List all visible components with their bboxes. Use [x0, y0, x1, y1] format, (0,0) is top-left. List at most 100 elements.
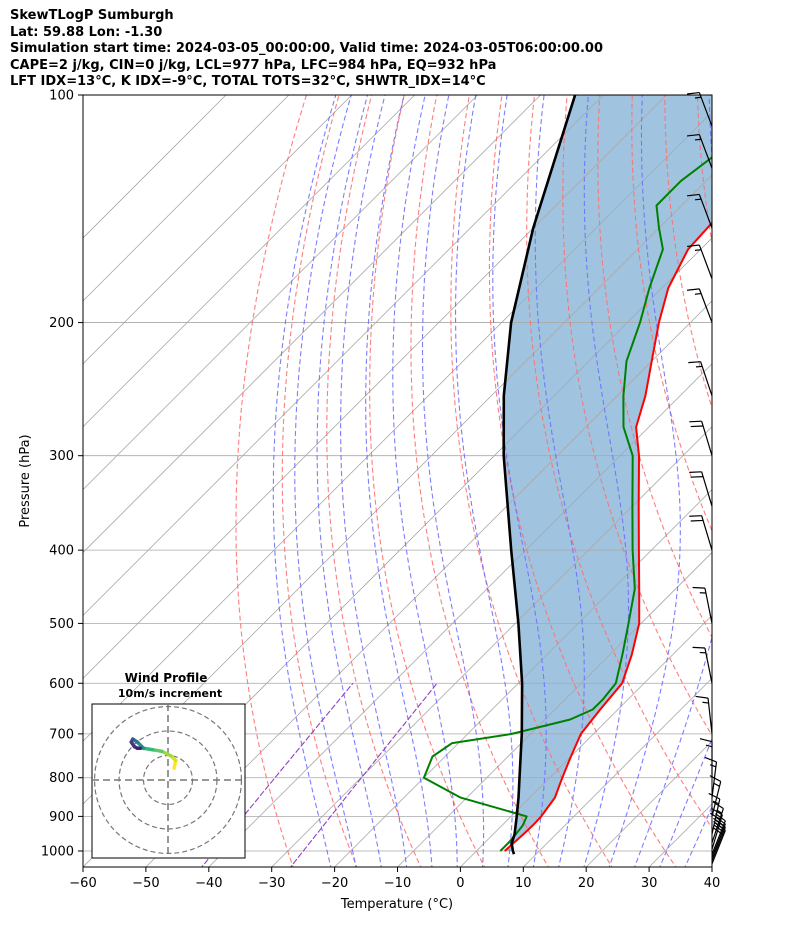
- dry-adiabat: [696, 95, 712, 246]
- wind-barb: [695, 695, 713, 734]
- mixing-ratio-lines: [201, 682, 438, 867]
- hodograph-subtitle: 10m/s increment: [118, 687, 222, 700]
- y-tick-label: 900: [49, 810, 74, 825]
- wind-barb: [687, 288, 713, 323]
- dry-adiabat: [631, 95, 712, 533]
- moist-adiabat: [659, 737, 712, 867]
- x-tick-label: −30: [258, 876, 285, 891]
- moist-adiabat: [684, 805, 712, 867]
- x-tick-label: −10: [384, 876, 411, 891]
- wind-barb: [687, 91, 713, 127]
- isotherm-line: [460, 614, 712, 867]
- chart-title: SkewTLogP Sumburgh: [10, 8, 174, 23]
- isotherm-lines: [83, 95, 712, 867]
- isotherm-line: [83, 95, 541, 554]
- isotherm-line: [83, 95, 604, 616]
- isotherm-line: [83, 95, 478, 491]
- isotherm-line: [83, 95, 353, 365]
- x-tick-label: 30: [641, 876, 658, 891]
- y-tick-label: 100: [49, 89, 74, 104]
- dry-adiabat: [761, 78, 794, 870]
- isotherm-line: [83, 95, 290, 302]
- x-tick-label: 10: [515, 876, 532, 891]
- profile-lines: [422, 95, 712, 855]
- dry-adiabat: [281, 95, 358, 867]
- moist-adiabat: [365, 95, 433, 867]
- moist-adiabat: [634, 95, 712, 867]
- moist-adiabat: [392, 95, 458, 867]
- chart-header: SkewTLogP Sumburgh Lat: 59.88 Lon: -1.30…: [10, 8, 603, 91]
- cape-line: CAPE=2 j/kg, CIN=0 j/kg, LCL=977 hPa, LF…: [10, 57, 497, 73]
- dry-adiabat-lines: [235, 78, 794, 870]
- dry-adiabat: [488, 95, 677, 867]
- y-tick-label: 200: [49, 316, 74, 331]
- y-tick-label: 700: [49, 727, 74, 742]
- x-tick-label: −50: [132, 876, 159, 891]
- dry-adiabat: [369, 95, 486, 867]
- y-axis: 1000 900 800 700 600 500 400 300 200 100: [41, 89, 83, 859]
- hodograph-inset: Wind Profile 10m/s increment: [91, 671, 246, 859]
- wind-barb: [688, 361, 713, 397]
- moist-adiabat: [294, 95, 357, 867]
- moist-adiabat: [316, 95, 382, 867]
- moist-adiabat: [340, 95, 408, 867]
- dry-adiabat: [450, 95, 613, 867]
- isotherm-line: [711, 866, 712, 867]
- y-tick-label: 300: [49, 449, 74, 464]
- y-tick-label: 500: [49, 617, 74, 632]
- parcel-line: [502, 95, 577, 855]
- isotherm-line: [523, 677, 712, 867]
- location-line: Lat: 59.88 Lon: -1.30: [10, 24, 163, 40]
- isotherm-line: [83, 95, 415, 428]
- cape-region: [503, 95, 712, 851]
- isotherm-line: [208, 363, 712, 867]
- y-tick-label: 400: [49, 544, 74, 559]
- dewpoint-line: [422, 156, 712, 852]
- y-tick-label: 1000: [41, 844, 74, 859]
- hodograph-title: Wind Profile: [125, 671, 208, 685]
- moist-adiabat: [534, 95, 585, 867]
- mixing-ratio-line: [289, 682, 438, 867]
- isotherm-line: [271, 426, 712, 867]
- cape-fill: [503, 95, 712, 851]
- isotherm-line: [83, 95, 227, 239]
- wind-barb: [687, 133, 713, 169]
- time-line: Simulation start time: 2024-03-05_00:00:…: [10, 41, 603, 57]
- indices-line: LFT IDX=13°C, K IDX=-9°C, TOTAL TOTS=32°…: [10, 74, 486, 90]
- moist-adiabat: [421, 95, 485, 867]
- wind-barb: [687, 193, 713, 229]
- dry-adiabat: [597, 95, 712, 639]
- isotherm-line: [83, 111, 712, 742]
- moist-adiabat: [492, 95, 547, 867]
- dry-adiabat: [562, 95, 712, 737]
- x-tick-label: −20: [321, 876, 348, 891]
- isotherm-line: [145, 300, 712, 867]
- dry-adiabat: [729, 78, 794, 870]
- moist-adiabat: [608, 95, 681, 867]
- isotherm-line: [83, 95, 667, 679]
- wind-barb: [704, 756, 718, 798]
- y-axis-label: Pressure (hPa): [18, 434, 33, 527]
- x-tick-label: 20: [578, 876, 595, 891]
- temperature-line: [504, 221, 712, 852]
- wind-barb: [687, 244, 713, 279]
- moist-adiabat: [272, 95, 337, 867]
- wind-barb: [689, 420, 713, 456]
- x-axis-label: Temperature (°C): [340, 897, 453, 912]
- wind-barbs: [687, 91, 726, 865]
- isotherm-line: [334, 489, 712, 867]
- wind-barb: [689, 515, 713, 551]
- dry-adiabat: [326, 95, 422, 867]
- x-tick-label: 40: [704, 876, 721, 891]
- y-tick-label: 800: [49, 771, 74, 786]
- x-tick-label: −60: [69, 876, 96, 891]
- wind-barb: [699, 738, 713, 778]
- wind-barb: [689, 471, 713, 507]
- x-tick-label: −40: [195, 876, 222, 891]
- wind-barb: [692, 646, 713, 684]
- dry-adiabat: [235, 95, 308, 867]
- isotherm-line: [397, 551, 712, 867]
- wind-barb: [692, 586, 713, 624]
- y-tick-label: 600: [49, 677, 74, 692]
